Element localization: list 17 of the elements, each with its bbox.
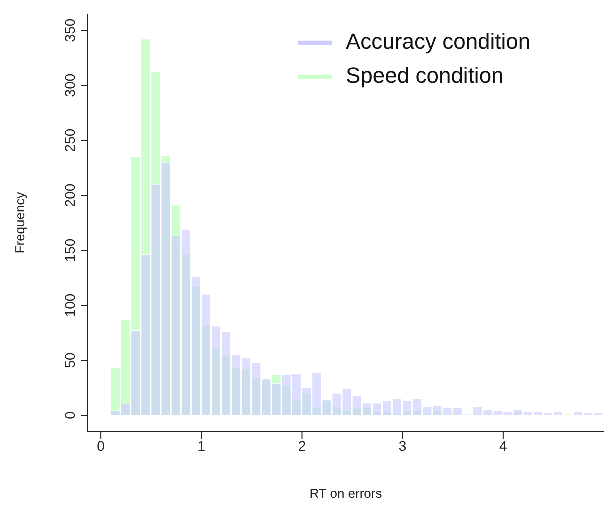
x-tick-label: 1 [198, 438, 206, 454]
y-tick-label: 0 [62, 411, 78, 420]
y-axis-title: Frequency [12, 192, 28, 254]
x-tick-label: 3 [398, 438, 407, 454]
legend-label: Accuracy condition [346, 29, 531, 54]
y-tick-label: 300 [62, 74, 78, 98]
legend-label: Speed condition [346, 63, 504, 88]
y-tick-label: 100 [62, 294, 78, 318]
x-tick-label: 2 [298, 438, 306, 454]
y-tick-label: 350 [62, 18, 78, 42]
x-axis-title: RT on errors [310, 486, 383, 501]
y-tick-label: 200 [62, 184, 78, 208]
x-tick-label: 0 [97, 438, 106, 454]
y-tick-label: 250 [62, 128, 78, 152]
y-tick-label: 50 [62, 352, 78, 368]
x-tick-label: 4 [500, 438, 508, 454]
y-tick-label: 150 [62, 238, 78, 262]
